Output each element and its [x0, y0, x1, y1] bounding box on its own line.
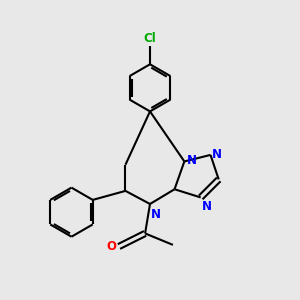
Text: Cl: Cl: [144, 32, 156, 45]
Text: N: N: [212, 148, 222, 161]
Text: N: N: [202, 200, 212, 213]
Text: O: O: [106, 240, 116, 253]
Text: N: N: [151, 208, 161, 221]
Text: N: N: [187, 154, 196, 167]
